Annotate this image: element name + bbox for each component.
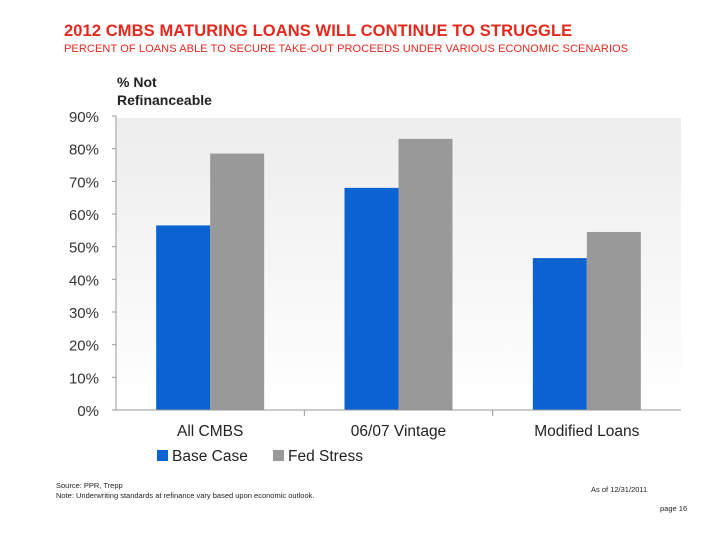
source-text: Source: PPR, Trepp <box>56 481 123 490</box>
bars <box>156 138 641 411</box>
footer-notes: Source: PPR, Trepp Note: Underwriting st… <box>56 481 314 501</box>
y-tick-label: 80% <box>69 142 99 159</box>
y-tick-label: 50% <box>69 240 99 257</box>
legend-swatch <box>273 450 284 461</box>
bar-base-case <box>344 187 399 410</box>
y-tick-label: 70% <box>69 174 99 191</box>
bar-fed-stress <box>586 231 641 410</box>
page-subtitle: PERCENT OF LOANS ABLE TO SECURE TAKE-OUT… <box>64 43 629 55</box>
bar-base-case <box>532 258 587 410</box>
legend: Base Case Fed Stress <box>157 448 363 465</box>
page-number: page 16 <box>660 504 688 513</box>
y-tick-label: 10% <box>69 370 99 387</box>
legend-swatch <box>157 450 168 461</box>
bar-fed-stress <box>210 153 265 411</box>
page-title: 2012 CMBS MATURING LOANS WILL CONTINUE T… <box>64 22 573 40</box>
x-axis: All CMBS 06/07 Vintage Modified Loans <box>116 409 681 440</box>
y-tick-label: 30% <box>69 305 99 322</box>
y-axis: 0% 10% 20% 30% 40% 50% 60% 70% 80% 90% <box>69 109 117 420</box>
y-axis-title-line2: Refinanceable <box>117 92 212 108</box>
note-text: Note: Underwriting standards at refinanc… <box>56 491 315 500</box>
x-tick-label: All CMBS <box>177 423 243 440</box>
legend-label: Fed Stress <box>288 448 363 465</box>
y-axis-title-line1: % Not <box>117 74 157 90</box>
y-tick-label: 40% <box>69 272 99 289</box>
y-tick-label: 60% <box>69 207 99 224</box>
x-tick-label: 06/07 Vintage <box>351 423 446 440</box>
bar-base-case <box>156 225 211 410</box>
as-of-date: As of 12/31/2011 <box>591 485 648 494</box>
y-tick-label: 0% <box>77 403 99 420</box>
legend-label: Base Case <box>172 448 248 465</box>
x-tick-label: Modified Loans <box>534 423 639 440</box>
y-tick-label: 90% <box>69 109 99 126</box>
bar-fed-stress <box>398 138 453 410</box>
y-tick-label: 20% <box>69 338 99 355</box>
